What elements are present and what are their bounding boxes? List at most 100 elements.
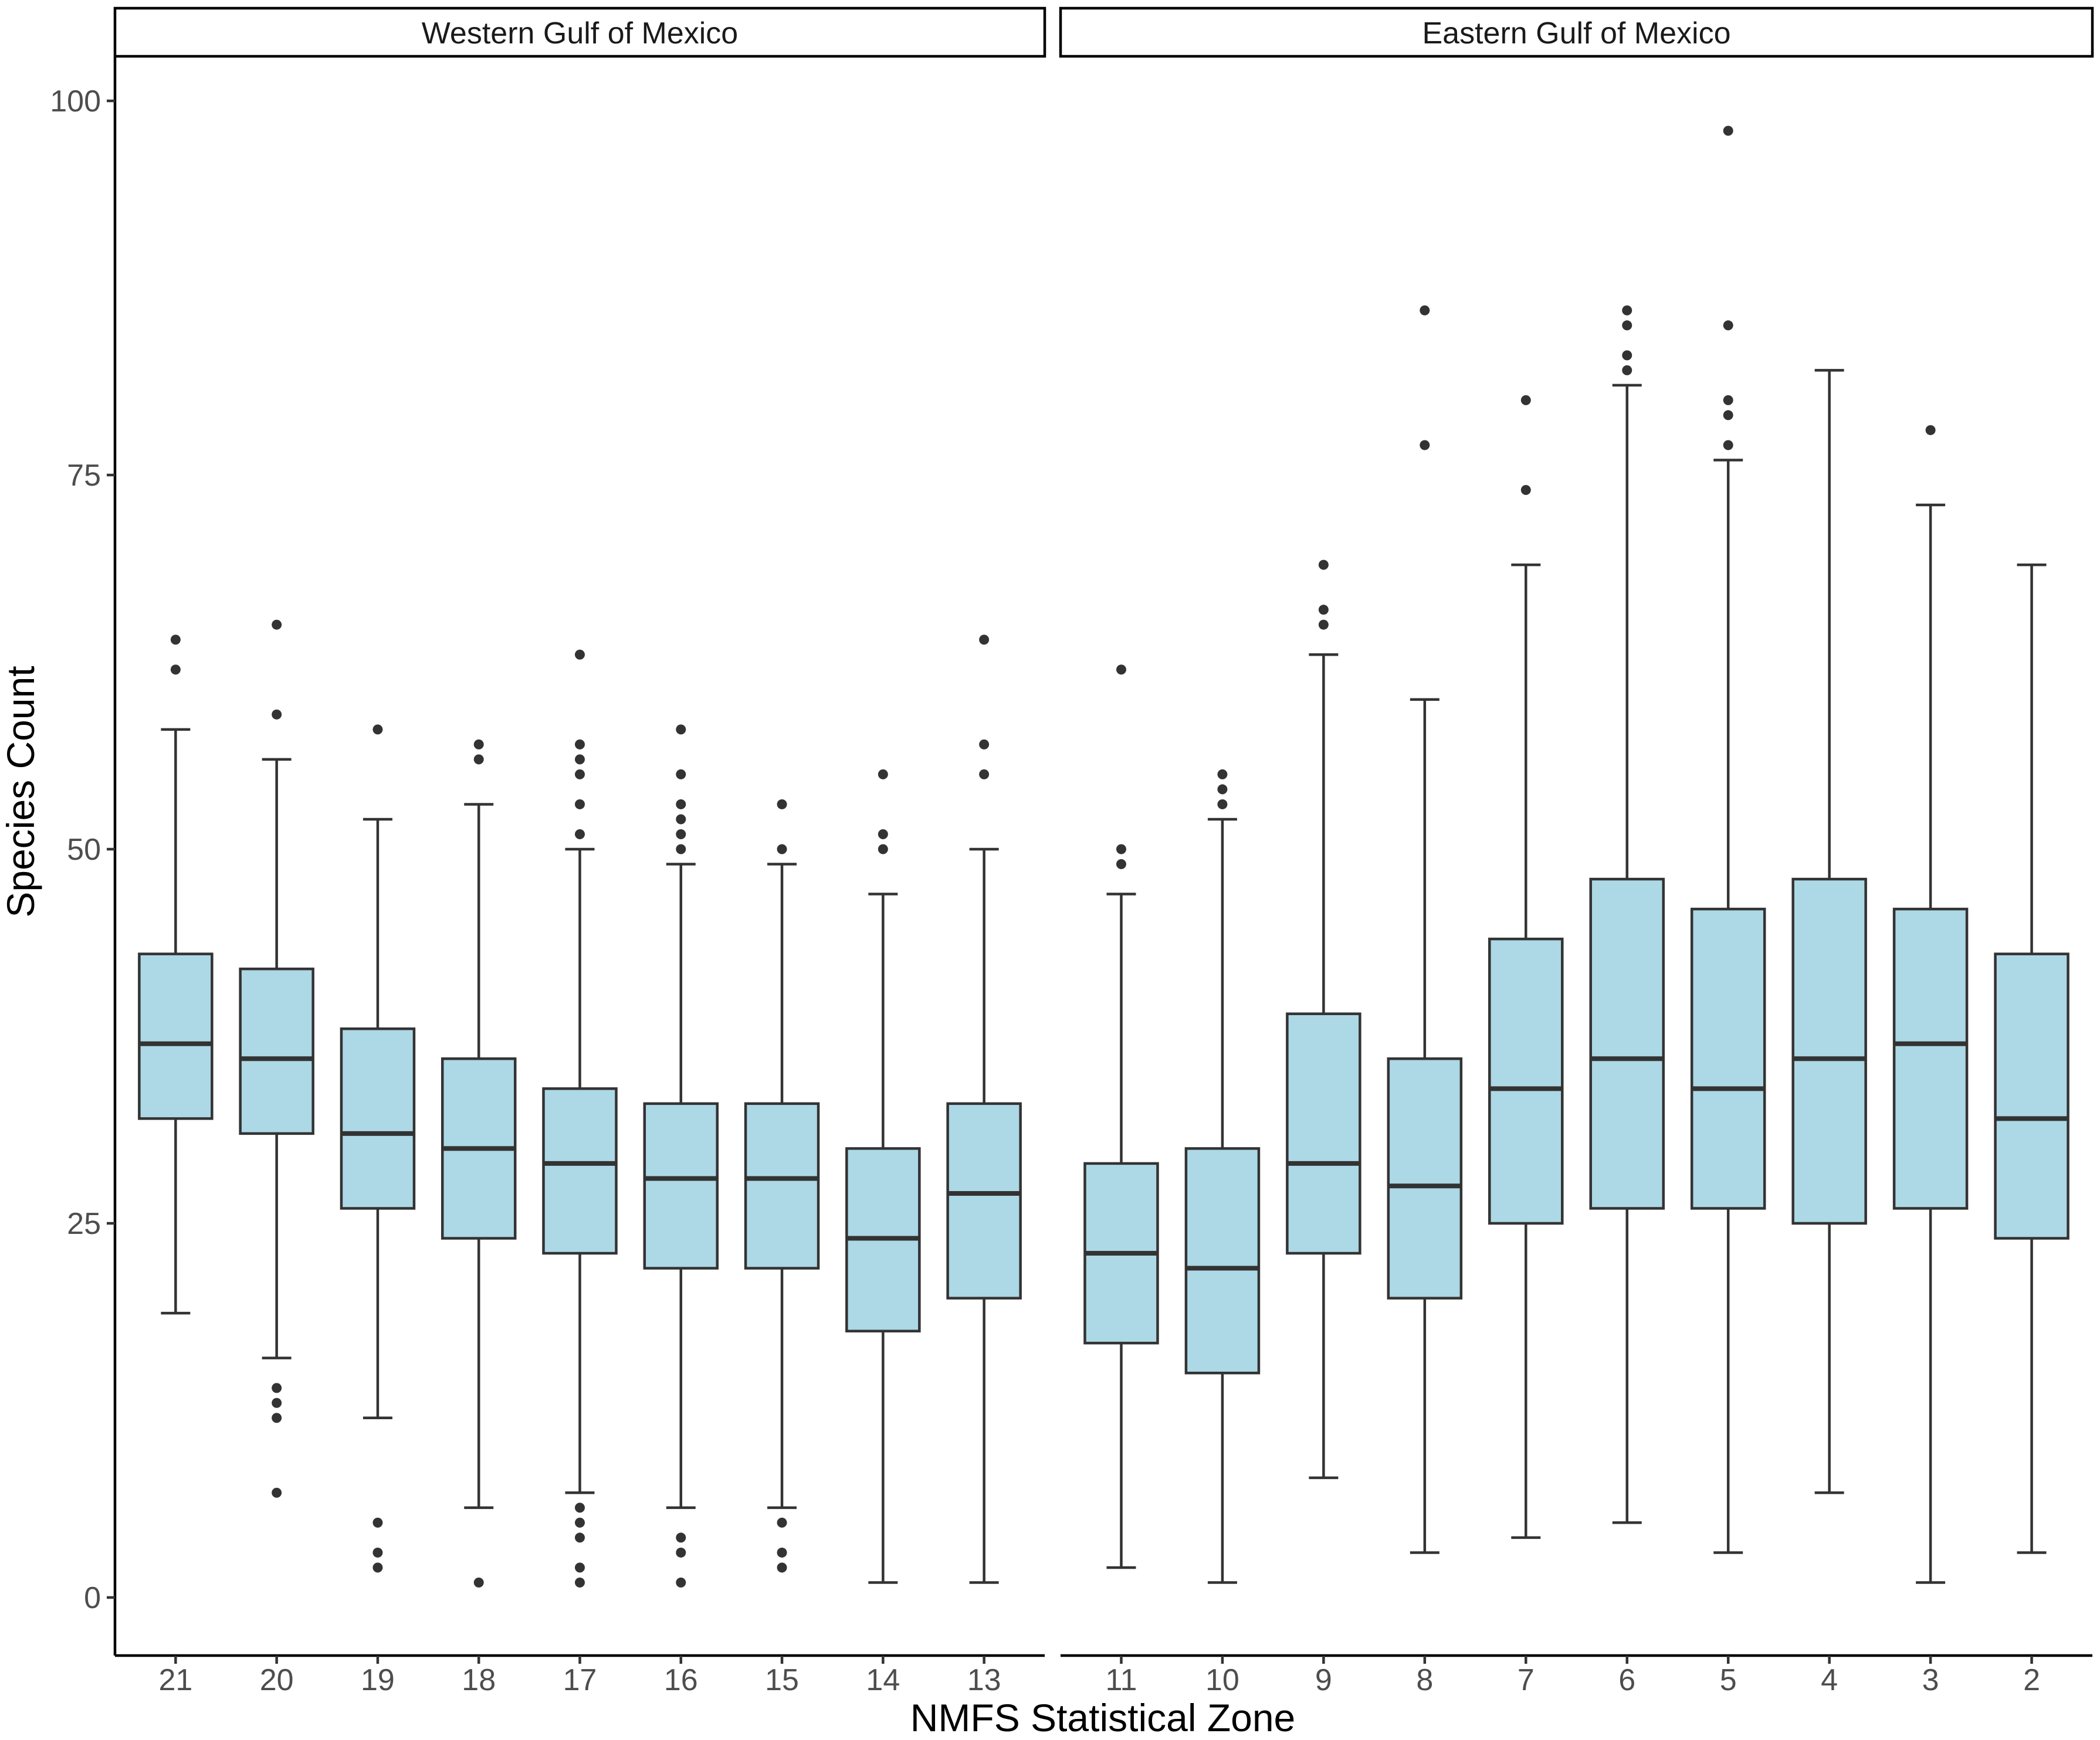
outlier-point xyxy=(676,1577,686,1588)
outlier-point xyxy=(1217,799,1228,809)
outlier-point xyxy=(272,1413,282,1423)
outlier-point xyxy=(979,739,990,749)
outlier-point xyxy=(372,1517,383,1528)
box-zone-17: 17 xyxy=(542,649,618,1697)
outlier-point xyxy=(575,1577,585,1588)
x-tick-label: 6 xyxy=(1618,1663,1635,1697)
x-tick-label: 14 xyxy=(866,1663,900,1697)
outlier-point xyxy=(575,1517,585,1528)
x-tick-label: 8 xyxy=(1416,1663,1433,1697)
outlier-point xyxy=(575,769,585,779)
strip-header-label: Eastern Gulf of Mexico xyxy=(1422,16,1731,50)
x-tick-label: 16 xyxy=(664,1663,698,1697)
outlier-point xyxy=(1925,425,1936,435)
outlier-point xyxy=(676,814,686,825)
iqr-box xyxy=(1488,937,1564,1225)
x-tick-label: 10 xyxy=(1205,1663,1239,1697)
outlier-point xyxy=(1520,485,1531,496)
box-zone-4: 4 xyxy=(1791,369,1867,1697)
outlier-point xyxy=(473,1577,484,1588)
outlier-point xyxy=(1116,859,1126,870)
box-zone-19: 19 xyxy=(340,724,416,1697)
outlier-point xyxy=(170,664,181,675)
x-tick-label: 13 xyxy=(967,1663,1001,1697)
outlier-point xyxy=(979,769,990,779)
x-tick-label: 3 xyxy=(1922,1663,1939,1697)
outlier-point xyxy=(1520,395,1531,405)
outlier-point xyxy=(575,829,585,839)
box-zone-20: 20 xyxy=(239,619,314,1697)
outlier-point xyxy=(1318,605,1329,615)
iqr-box xyxy=(340,1027,416,1210)
outlier-point xyxy=(372,1562,383,1573)
outlier-point xyxy=(878,769,888,779)
y-tick-label: 25 xyxy=(67,1207,101,1241)
outlier-point xyxy=(372,724,383,735)
outlier-point xyxy=(1217,784,1228,795)
outlier-point xyxy=(878,829,888,839)
outlier-point xyxy=(272,619,282,630)
outlier-point xyxy=(1723,440,1733,450)
box-zone-9: 9 xyxy=(1286,559,1361,1697)
strip-header-box xyxy=(113,6,1046,58)
box-zone-11: 11 xyxy=(1083,664,1159,1697)
iqr-box xyxy=(542,1087,618,1255)
outlier-point xyxy=(1622,350,1632,361)
strip-header-box xyxy=(1059,6,2094,58)
outlier-point xyxy=(575,799,585,809)
y-tick-label: 75 xyxy=(67,459,101,493)
y-tick-label: 100 xyxy=(50,84,101,118)
box-zone-16: 16 xyxy=(643,724,719,1697)
box-zone-3: 3 xyxy=(1892,425,1969,1697)
iqr-box xyxy=(1690,907,1766,1210)
y-axis-title: Species Count xyxy=(0,666,42,917)
outlier-point xyxy=(575,649,585,660)
x-tick-label: 18 xyxy=(462,1663,496,1697)
iqr-box xyxy=(946,1102,1022,1300)
outlier-point xyxy=(272,1398,282,1408)
outlier-point xyxy=(777,1562,787,1573)
facet-panels: Western Gulf of Mexico 21 20 19 18 17 16 15 14 13… xyxy=(113,6,2094,1697)
iqr-box xyxy=(1589,877,1665,1210)
x-tick-label: 2 xyxy=(2023,1663,2040,1697)
box-zone-18: 18 xyxy=(441,739,517,1697)
outlier-point xyxy=(676,1532,686,1543)
x-tick-label: 9 xyxy=(1315,1663,1332,1697)
y-tick-label: 50 xyxy=(67,833,101,867)
outlier-point xyxy=(272,1487,282,1498)
x-tick-label: 5 xyxy=(1720,1663,1737,1697)
outlier-point xyxy=(575,1562,585,1573)
outlier-point xyxy=(575,739,585,749)
outlier-point xyxy=(676,844,686,854)
outlier-point xyxy=(676,799,686,809)
x-tick-label: 7 xyxy=(1518,1663,1535,1697)
outlier-point xyxy=(1622,320,1632,331)
iqr-box xyxy=(1387,1057,1463,1300)
outlier-point xyxy=(372,1547,383,1558)
outlier-point xyxy=(676,769,686,779)
iqr-box xyxy=(1184,1147,1261,1375)
outlier-point xyxy=(272,709,282,720)
iqr-box xyxy=(1994,952,2069,1240)
outlier-point xyxy=(575,754,585,765)
box-zone-6: 6 xyxy=(1589,305,1665,1697)
panel-western: Western Gulf of Mexico 21 20 19 18 17 16 15 14 13 xyxy=(113,6,1046,1697)
x-tick-label: 15 xyxy=(765,1663,799,1697)
box-zone-14: 14 xyxy=(845,769,921,1697)
x-tick-label: 19 xyxy=(361,1663,395,1697)
outlier-point xyxy=(1723,395,1733,405)
outlier-point xyxy=(676,724,686,735)
outlier-point xyxy=(1318,559,1329,570)
x-axis-title: NMFS Statistical Zone xyxy=(910,1696,1296,1739)
outlier-point xyxy=(979,635,990,645)
outlier-point xyxy=(1217,769,1228,779)
outlier-point xyxy=(170,635,181,645)
box-zone-21: 21 xyxy=(138,635,214,1697)
box-zone-8: 8 xyxy=(1387,305,1463,1697)
iqr-box xyxy=(643,1102,719,1270)
box-zone-7: 7 xyxy=(1488,395,1564,1697)
box-zone-2: 2 xyxy=(1994,563,2069,1697)
x-tick-label: 20 xyxy=(260,1663,294,1697)
